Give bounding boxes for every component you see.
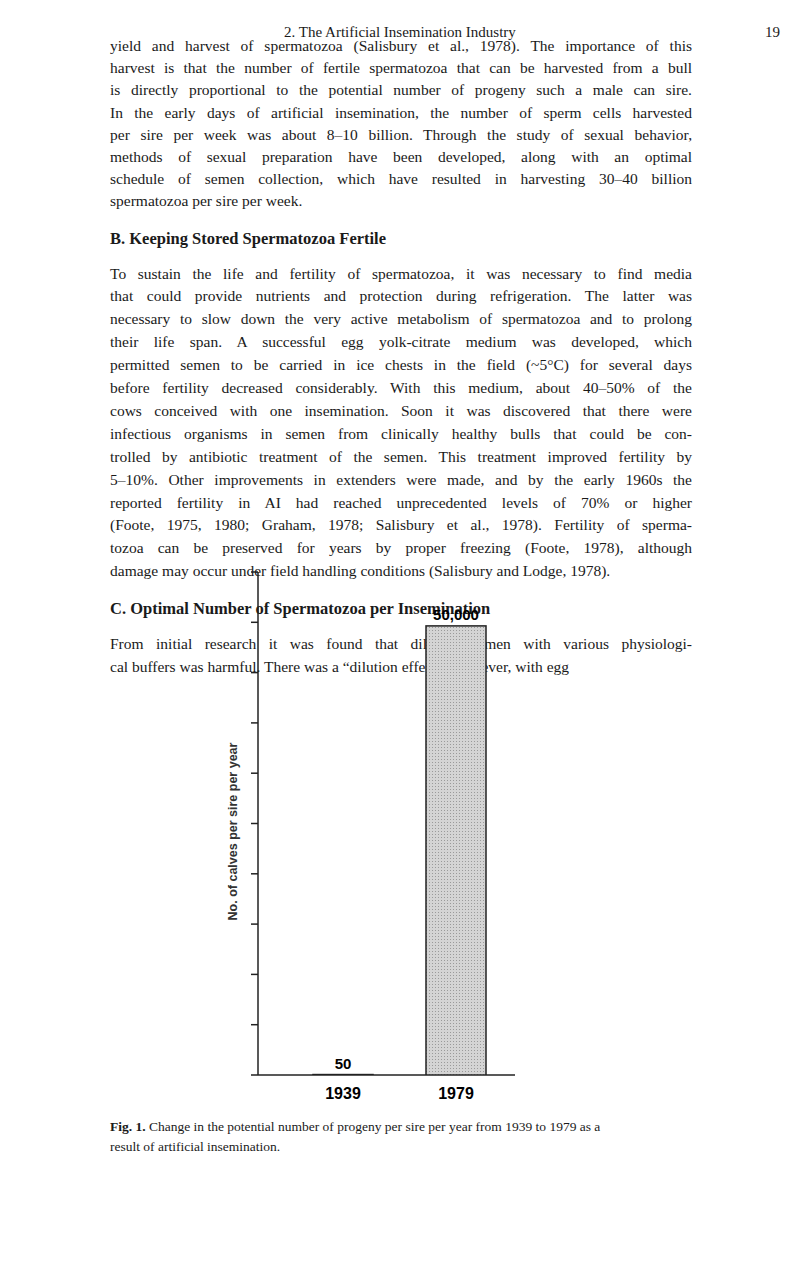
chart: No. of calves per sire per year 50 1939 50,… <box>0 0 800 1270</box>
text-line: methods of sexual preparation have been … <box>110 146 692 168</box>
page: 2. The Artificial Insemination Industry1… <box>0 0 800 1270</box>
text-line: From initial research it was found that … <box>110 633 692 655</box>
text-line: damage may occur under field handling co… <box>110 560 692 582</box>
y-axis <box>257 572 259 1075</box>
text-line: schedule of semen collection, which have… <box>110 168 692 190</box>
text-line: yield and harvest of spermatozoa (Salisb… <box>110 35 692 57</box>
x-tick-label: 1979 <box>438 1085 474 1102</box>
y-tick <box>251 923 258 925</box>
text-line: that could provide nutrients and protect… <box>110 285 692 307</box>
bars <box>313 626 486 1075</box>
text-line: tozoa can be preserved for years by prop… <box>110 537 692 559</box>
y-tick <box>251 672 258 674</box>
text-line: necessary to slow down the very active m… <box>110 308 692 330</box>
bar <box>426 626 486 1075</box>
y-tick <box>251 622 258 624</box>
y-tick <box>251 722 258 724</box>
data-label: 50,000 <box>433 606 479 623</box>
text-line: (Foote, 1975, 1980; Graham, 1978; Salisb… <box>110 514 692 536</box>
text-line: spermatozoa per sire per week. <box>110 190 692 212</box>
text-line: cal buffers was harmful. There was a “di… <box>110 656 692 678</box>
text-line: infectious organisms in semen from clini… <box>110 423 692 445</box>
text-line: per sire per week was about 8–10 billion… <box>110 124 692 146</box>
text-line: permitted semen to be carried in ice che… <box>110 354 692 376</box>
text-line: reported fertility in AI had reached unp… <box>110 492 692 514</box>
y-tick <box>251 1024 258 1026</box>
bar <box>313 1074 373 1075</box>
y-tick <box>251 873 258 875</box>
text-line: 5–10%. Other improvements in extenders w… <box>110 469 692 491</box>
text-line: In the early days of artificial insemina… <box>110 102 692 124</box>
caption-line: result of artificial insemination. <box>110 1139 280 1154</box>
figure-caption: Fig. 1. Change in the potential number o… <box>110 1117 706 1157</box>
text-line: cows conceived with one insemination. So… <box>110 400 692 422</box>
section-heading: B. Keeping Stored Spermatozoa Fertile <box>110 228 386 250</box>
caption-label: Fig. 1. <box>110 1119 146 1134</box>
text-line: trolled by antibiotic treatment of the s… <box>110 446 692 468</box>
text-line: before fertility decreased considerably.… <box>110 377 692 399</box>
data-label: 50 <box>335 1055 352 1072</box>
text-line: harvest is that the number of fertile sp… <box>110 57 692 79</box>
caption-line: Change in the potential number of progen… <box>149 1119 600 1134</box>
y-tick <box>251 571 258 573</box>
text-line: To sustain the life and fertility of spe… <box>110 263 692 285</box>
y-tick <box>251 772 258 774</box>
text-line: their life span. A successful egg yolk-c… <box>110 331 692 353</box>
y-tick <box>251 823 258 825</box>
page-number: 19 <box>740 22 780 42</box>
x-tick-label: 1939 <box>325 1085 361 1102</box>
y-axis-label: No. of calves per sire per year <box>226 742 240 920</box>
y-tick <box>251 1074 258 1076</box>
text-line: is directly proportional to the potentia… <box>110 79 692 101</box>
y-tick <box>251 974 258 976</box>
